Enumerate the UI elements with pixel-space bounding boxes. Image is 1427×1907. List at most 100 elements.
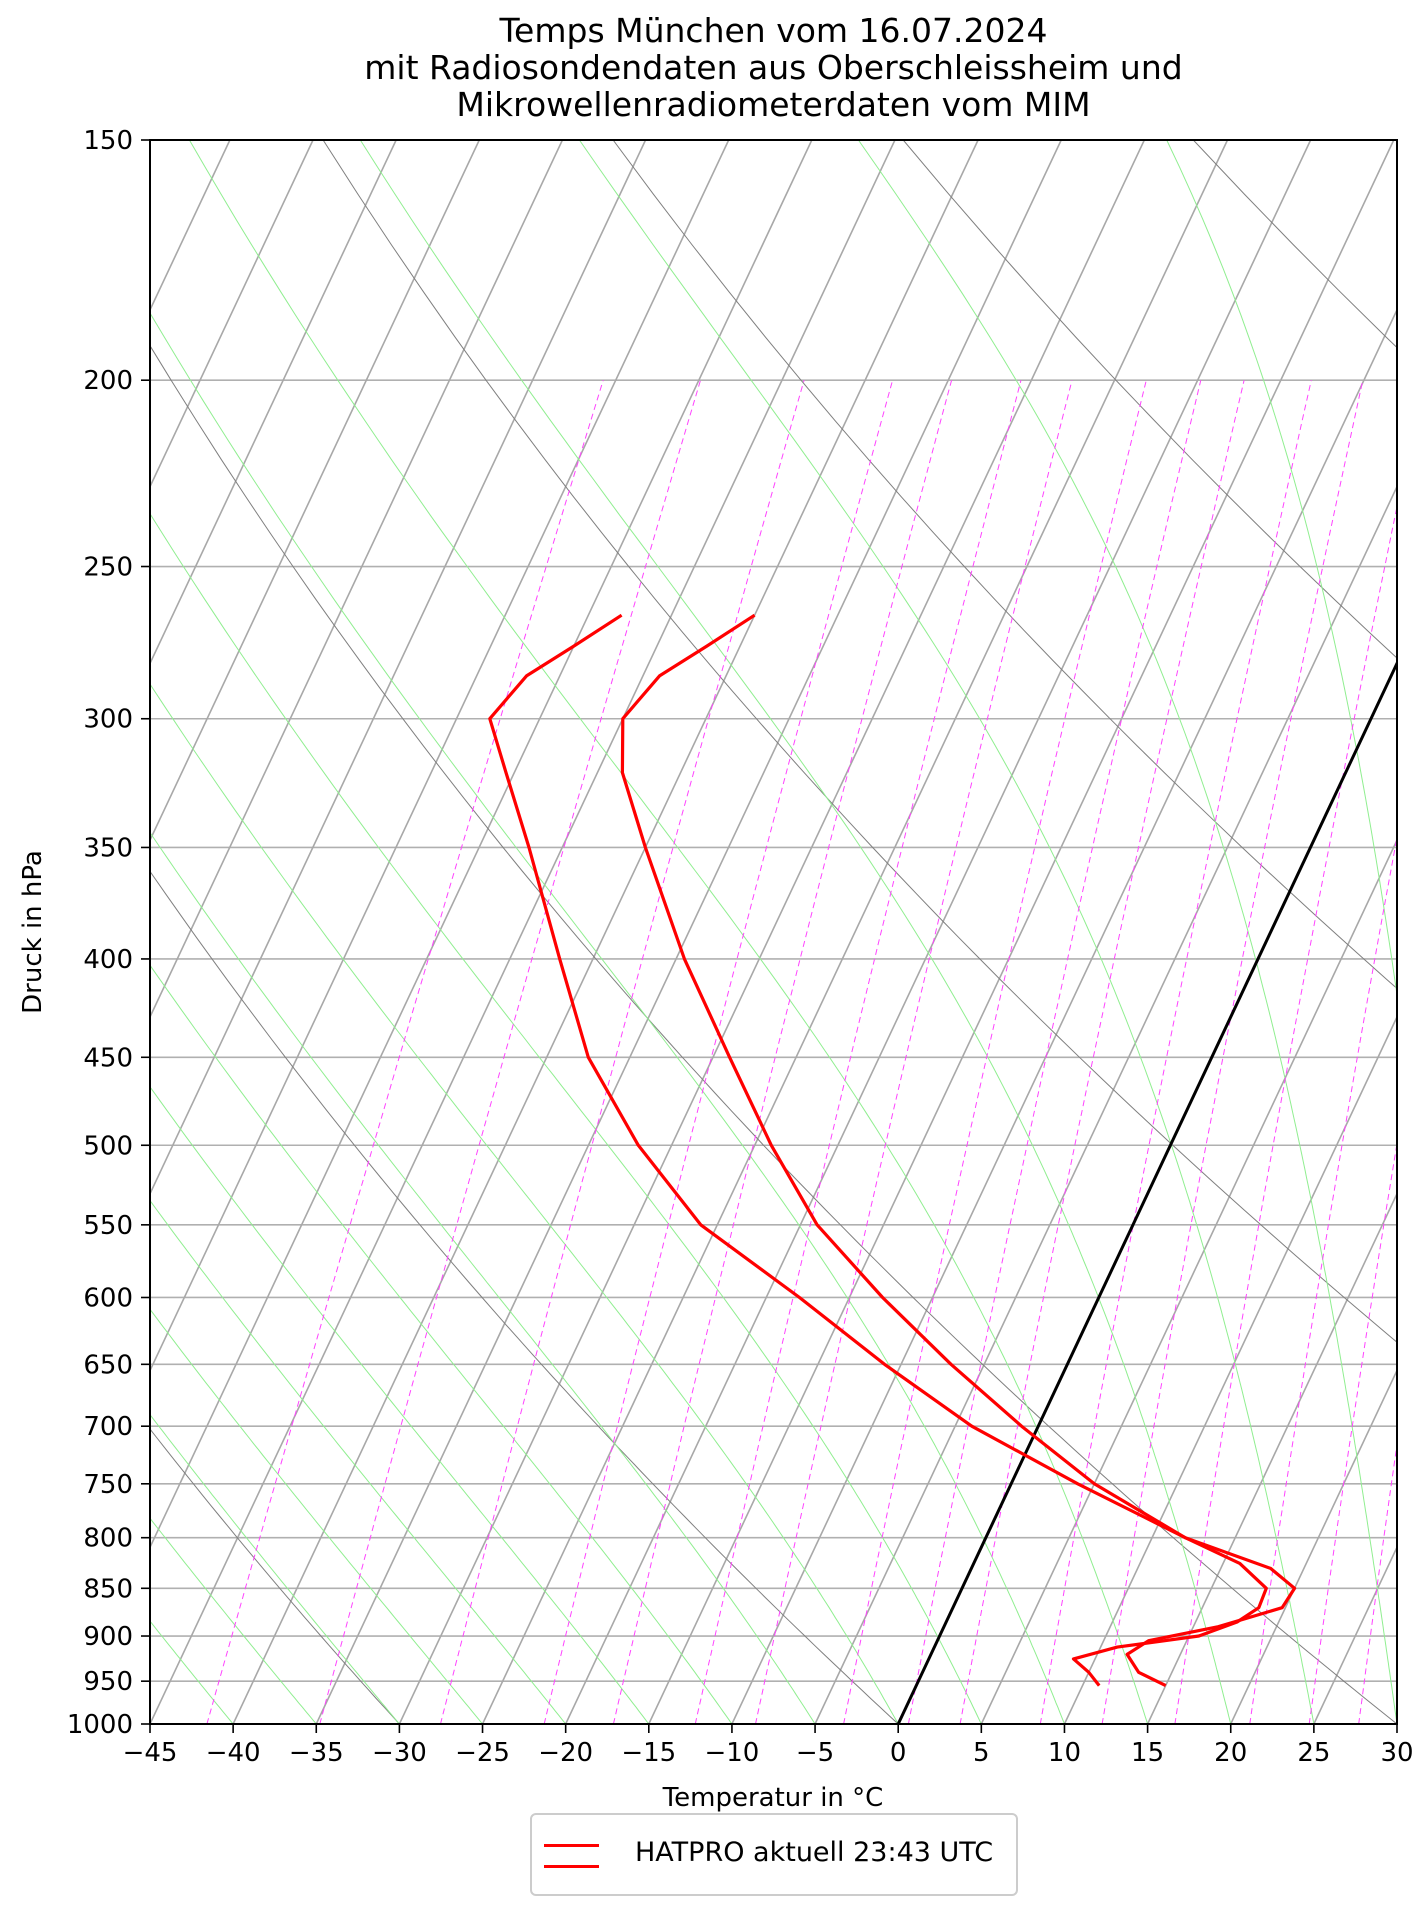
isotherm [564, 140, 1312, 1724]
moist-adiabat [150, 1308, 483, 1724]
moist-adiabat [359, 140, 1232, 1724]
x-tick-label: 30 [1380, 1738, 1413, 1768]
isotherm [1063, 1015, 1397, 1724]
profile-lines [488, 613, 1297, 1688]
x-tick-label: 25 [1297, 1738, 1330, 1768]
y-tick-label: 950 [83, 1667, 133, 1697]
mixing-ratio-line [543, 380, 894, 1724]
moist-adiabat [150, 312, 1065, 1724]
mixing-ratio-line [1308, 1140, 1397, 1724]
isotherm [150, 140, 647, 1196]
isotherm [1146, 1191, 1397, 1724]
dry-adiabat [150, 1428, 400, 1724]
dry-adiabat [150, 870, 899, 1724]
mixing-ratio-line [319, 380, 701, 1724]
mixing-ratio-line [907, 380, 1202, 1724]
mixing-ratio-line [959, 380, 1245, 1724]
thermodynamic-background [150, 140, 1427, 1724]
moist-adiabat [150, 1517, 317, 1724]
isotherm [232, 140, 979, 1724]
mixing-ratio-line [206, 380, 604, 1724]
moist-adiabat [150, 683, 899, 1724]
moist-adiabat [150, 1199, 567, 1724]
chart-title-line-2: mit Radiosondendaten aus Oberschleisshei… [364, 48, 1183, 87]
x-tick-label: −5 [796, 1738, 834, 1768]
dry-adiabat [612, 140, 1397, 990]
x-tick-label: 5 [973, 1738, 990, 1768]
x-tick-label: −10 [704, 1738, 759, 1768]
moist-adiabat [150, 964, 733, 1724]
moist-adiabat [188, 140, 1149, 1724]
x-axis-label: Temperatur in °C [662, 1783, 884, 1813]
legend-swatch-dewpoint [544, 1865, 599, 1868]
mixing-ratio-line [843, 380, 1147, 1724]
y-tick-label: 300 [83, 705, 133, 735]
mixing-ratio-line [755, 380, 1073, 1724]
plot-frame [149, 139, 1398, 1725]
isotherm [648, 140, 1395, 1724]
y-tick-label: 800 [83, 1524, 133, 1554]
x-tick-label: −15 [621, 1738, 676, 1768]
zero-isotherm [896, 659, 1397, 1724]
profile-temperature [620, 613, 1297, 1688]
legend-label: HATPRO aktuell 23:43 UTC [635, 1837, 994, 1868]
isotherm [897, 661, 1397, 1724]
isotherm [1396, 1722, 1397, 1724]
chart-title-line-3: Mikrowellenradiometerdaten vom MIM [456, 85, 1091, 124]
moist-adiabat [150, 831, 816, 1724]
y-axis-label: Druck in hPa [18, 850, 48, 1014]
isotherm [1230, 1368, 1397, 1724]
pressure-grid [150, 139, 1397, 1725]
moist-adiabat [150, 512, 982, 1724]
y-tick-label: 500 [83, 1131, 133, 1161]
moist-adiabat [150, 1086, 650, 1724]
isotherm [398, 140, 1146, 1724]
dry-adiabat [322, 140, 1397, 1343]
x-tick-label: −35 [289, 1738, 344, 1768]
isotherm [1313, 1545, 1397, 1724]
x-tick-label: −40 [206, 1738, 261, 1768]
x-tick-label: −25 [455, 1738, 510, 1768]
x-tick-label: 15 [1131, 1738, 1164, 1768]
dry-adiabat [1192, 140, 1397, 349]
isotherm [731, 307, 1397, 1724]
isotherm [150, 140, 314, 489]
mixing-ratio-line [612, 380, 953, 1724]
y-tick-label: 750 [83, 1470, 133, 1500]
axis-ticks: −45 −40 −35 −30 −25 −20 −15 −10 −5 0 5 10 15 20 25 30 15… [67, 126, 1414, 1768]
y-tick-label: 600 [83, 1283, 133, 1313]
mixing-ratio-line [1358, 1441, 1397, 1724]
y-tick-label: 350 [83, 833, 133, 863]
moist-adiabat [857, 140, 1397, 1724]
y-tick-label: 250 [83, 553, 133, 583]
mixing-ratio-line [1249, 834, 1397, 1724]
moist-adiabat [1166, 140, 1397, 999]
isotherm [814, 484, 1397, 1724]
isotherm [481, 140, 1229, 1724]
y-tick-label: 450 [83, 1043, 133, 1073]
y-tick-label: 650 [83, 1350, 133, 1380]
x-tick-label: 20 [1214, 1738, 1247, 1768]
mixing-ratio-line [1401, 380, 1427, 1724]
isotherm [150, 140, 813, 1550]
moist-adiabat [150, 1413, 400, 1724]
y-tick-label: 150 [83, 126, 133, 156]
mixing-ratio-line [694, 380, 1022, 1724]
mixing-ratio-line [1039, 380, 1312, 1724]
profile-dewpoint [488, 613, 1268, 1687]
y-tick-label: 200 [83, 366, 133, 396]
legend: HATPRO aktuell 23:43 UTC [530, 1813, 1018, 1896]
isotherm [980, 838, 1397, 1724]
y-tick-label: 550 [83, 1211, 133, 1241]
isotherm [150, 140, 397, 666]
mixing-ratio-line [1101, 380, 1364, 1724]
y-tick-label: 1000 [67, 1710, 133, 1740]
x-tick-label: −20 [538, 1738, 593, 1768]
isotherm [150, 140, 481, 843]
moist-adiabat [1419, 140, 1427, 1724]
mixing-ratio-line [1174, 504, 1397, 1724]
y-tick-label: 850 [83, 1574, 133, 1604]
y-tick-label: 900 [83, 1622, 133, 1652]
dry-adiabat [150, 344, 1397, 1724]
